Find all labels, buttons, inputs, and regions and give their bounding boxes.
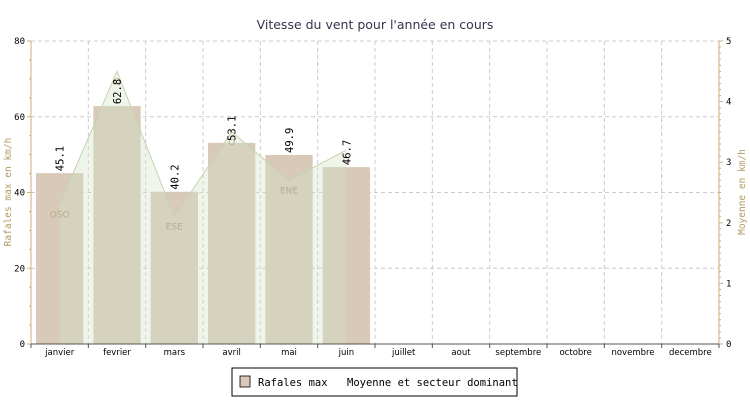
- x-tick-label: decembre: [669, 348, 712, 358]
- direction-label: O: [343, 156, 350, 166]
- right-tick-label: 3: [726, 158, 731, 168]
- gust-bar: [93, 106, 141, 345]
- left-axis-label: Rafales max en km/h: [3, 138, 14, 247]
- gust-bar: [36, 173, 84, 344]
- x-tick-label: octobre: [559, 348, 591, 358]
- direction-label: ENE: [280, 186, 298, 196]
- bars-layer: [36, 106, 370, 345]
- bar-value-label: 49.9: [284, 128, 296, 153]
- direction-label: OSO: [50, 211, 70, 221]
- left-tick-label: 0: [20, 340, 25, 350]
- right-tick-label: 4: [726, 98, 731, 108]
- right-tick-label: 5: [726, 37, 731, 47]
- legend-label-gusts: Rafales max: [258, 377, 328, 389]
- x-tick-label: juillet: [391, 348, 416, 358]
- direction-label: O: [228, 138, 235, 148]
- legend-box: [231, 367, 518, 397]
- x-tick-label: mai: [281, 348, 297, 358]
- gust-bar: [322, 167, 370, 344]
- chart-title: Vitesse du vent pour l'année en cours: [257, 17, 494, 32]
- average-area: [59, 71, 347, 345]
- left-tick-label: 80: [14, 37, 25, 47]
- direction-labels-layer: OSO O ESE O ENE O: [50, 77, 350, 232]
- x-tick-label: novembre: [611, 348, 654, 358]
- bar-value-label: 53.1: [227, 116, 239, 141]
- bar-value-label: 40.2: [169, 164, 181, 189]
- direction-label: O: [113, 77, 120, 87]
- bar-value-label: 46.7: [341, 140, 353, 165]
- left-tick-label: 20: [14, 264, 25, 274]
- right-axis-label: Moyenne en km/h: [737, 149, 748, 235]
- direction-label: ESE: [166, 223, 183, 233]
- x-tick-label: fevrier: [103, 348, 131, 358]
- x-tick-label: mars: [164, 348, 186, 358]
- left-tick-label: 60: [14, 113, 25, 123]
- bar-value-label: 45.1: [55, 146, 67, 171]
- gridlines: [31, 40, 719, 344]
- gust-bar: [208, 142, 256, 344]
- legend-label-average: Moyenne et secteur dominant: [347, 377, 518, 389]
- bar-value-label: 62.8: [112, 79, 124, 104]
- legend-swatch-gusts: [239, 375, 251, 388]
- x-tick-label: avril: [222, 348, 240, 358]
- right-tick-label: 2: [726, 219, 731, 229]
- x-tick-label: janvier: [44, 348, 75, 358]
- value-labels-layer: 45.1 62.8 40.2 53.1 49.9 46.7: [55, 79, 354, 190]
- axes-layer: 0 20 40 60 80 0 1 2 3 4 5 janvier fevrier mars avril ma…: [14, 37, 731, 358]
- average-line: [59, 69, 347, 218]
- right-tick-label: 1: [726, 279, 731, 289]
- right-tick-label: 0: [726, 340, 731, 350]
- legend: Rafales max Moyenne et secteur dominant: [231, 367, 518, 397]
- x-tick-label: juin: [338, 348, 355, 358]
- x-tick-label: aout: [451, 348, 471, 358]
- x-tick-label: septembre: [495, 348, 541, 358]
- gust-bar: [265, 155, 313, 344]
- left-tick-label: 40: [14, 189, 25, 199]
- average-area-layer: [59, 69, 347, 345]
